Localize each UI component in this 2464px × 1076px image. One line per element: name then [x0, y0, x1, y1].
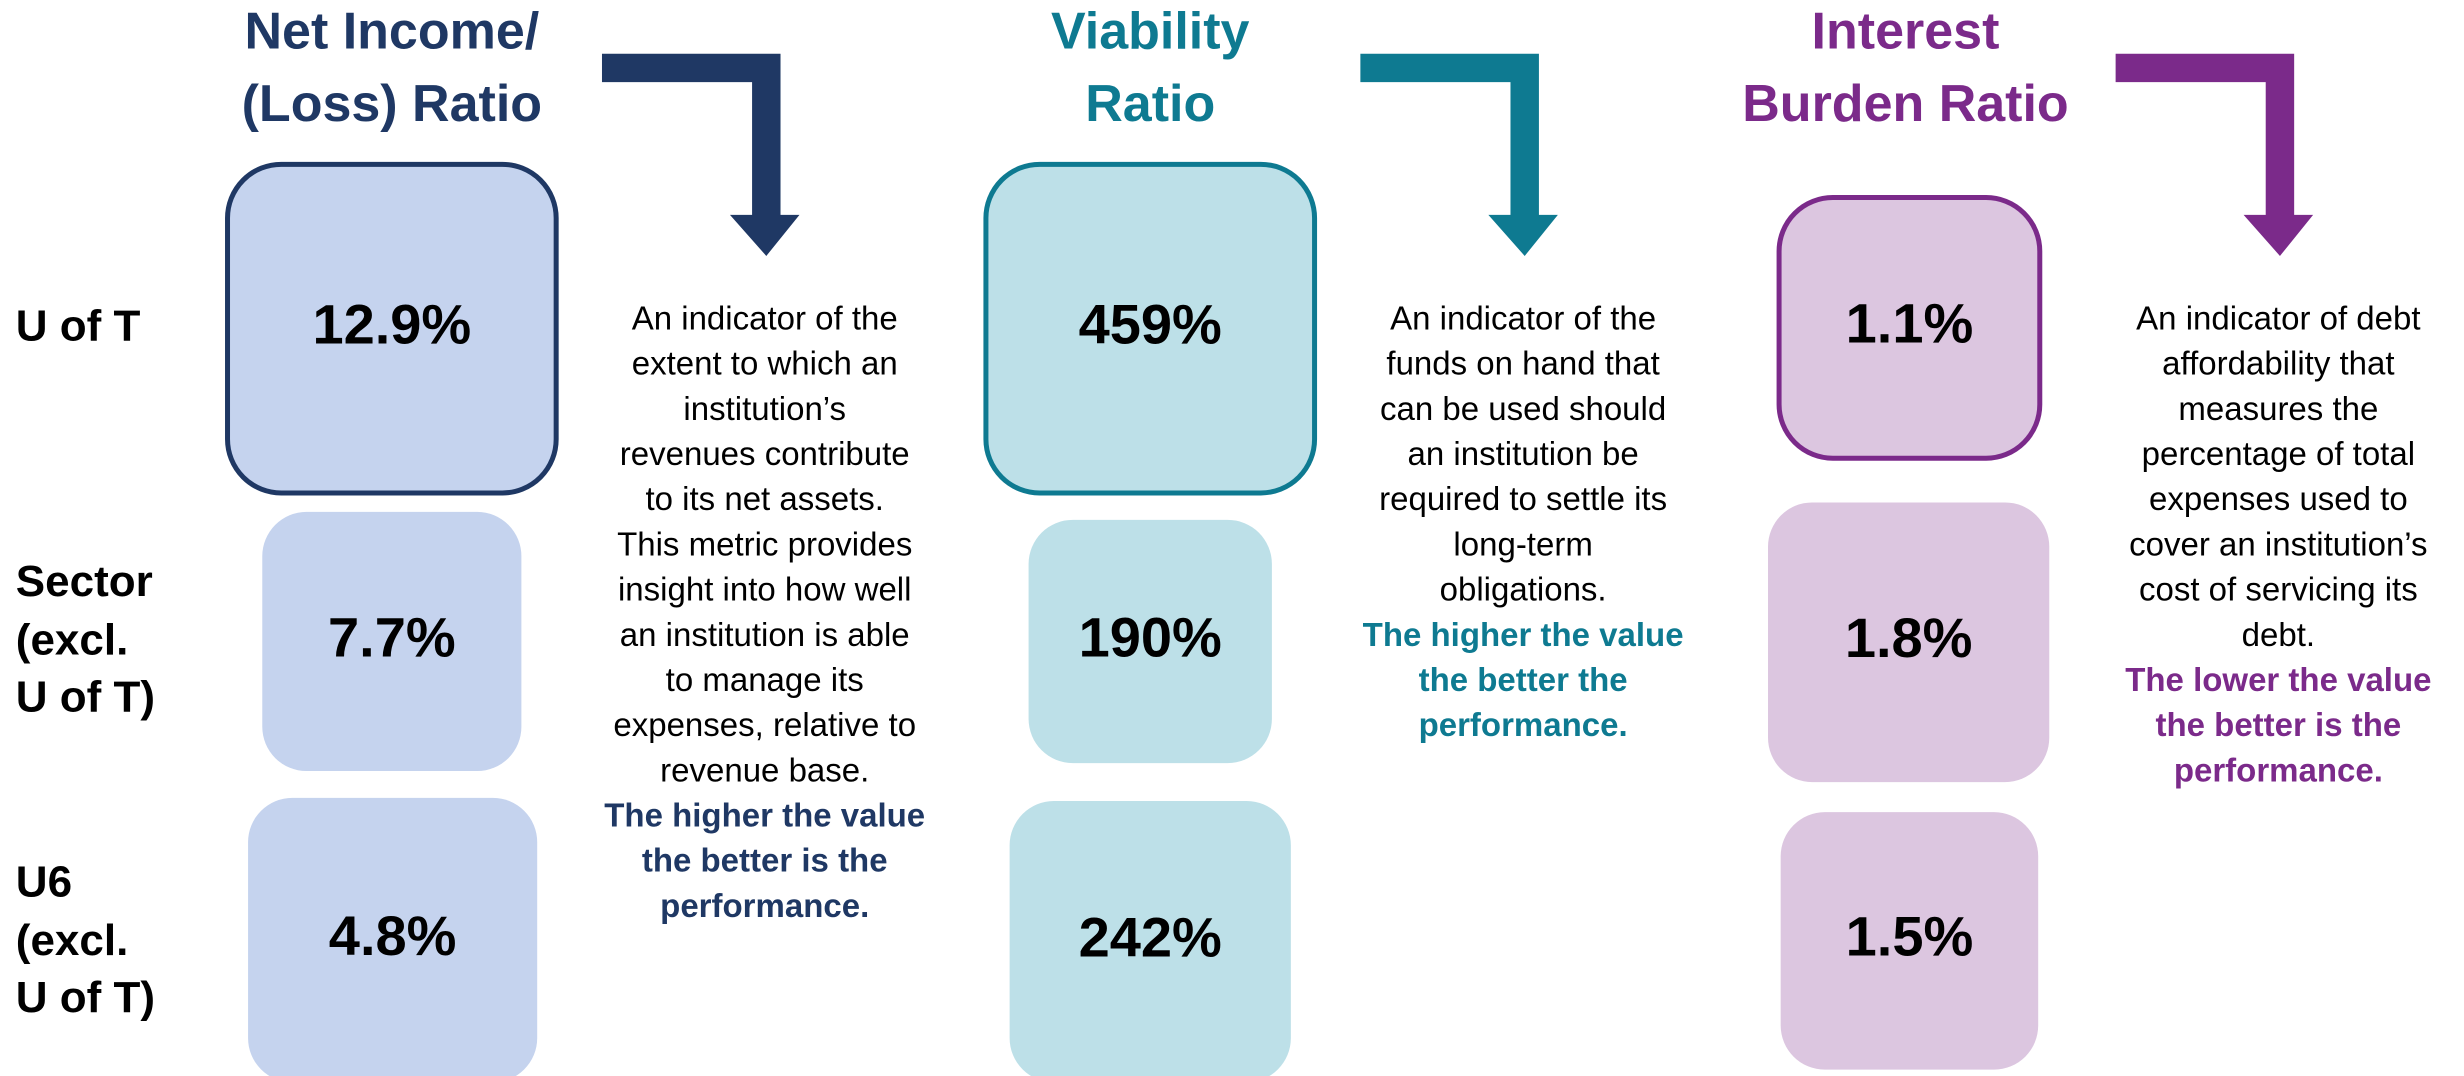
- value-box: [1009, 801, 1291, 1076]
- emphasis: The higher the value: [1363, 616, 1684, 653]
- description: An indicator of the: [1390, 299, 1656, 336]
- value: 12.9%: [312, 292, 471, 355]
- description: cover an institution’s: [2129, 525, 2427, 562]
- emphasis: the better is the: [642, 842, 888, 879]
- value-box: [225, 161, 559, 496]
- row-label: Sector: [16, 557, 153, 606]
- value: 4.8%: [329, 904, 457, 967]
- row-label: (excl.: [16, 616, 129, 665]
- description: percentage of total: [2142, 435, 2415, 472]
- value: 459%: [1079, 292, 1222, 355]
- description: expenses used to: [2149, 480, 2408, 517]
- emphasis: the better is the: [2156, 706, 2402, 743]
- description: revenue base.: [660, 751, 869, 788]
- description: debt.: [2242, 616, 2315, 653]
- description: institution’s: [683, 390, 846, 427]
- value-box: [262, 511, 522, 772]
- description: affordability that: [2162, 345, 2394, 382]
- description: obligations.: [1440, 571, 1607, 608]
- description: can be used should: [1380, 390, 1666, 427]
- arrow: [2115, 53, 2314, 256]
- description: an institution is able: [620, 616, 910, 653]
- value-box: [1776, 195, 2043, 461]
- description: required to settle its: [1379, 480, 1667, 517]
- description: An indicator of debt: [2136, 299, 2420, 336]
- row-label: U of T): [16, 673, 155, 722]
- description: an institution be: [1408, 435, 1639, 472]
- value-box: [248, 797, 538, 1076]
- metric-title: Interest: [1812, 2, 2000, 60]
- arrow: [1360, 53, 1558, 256]
- emphasis: The higher the value: [604, 797, 925, 834]
- value: 1.8%: [1845, 606, 1973, 669]
- emphasis: The lower the value: [2125, 661, 2431, 698]
- description: funds on hand that: [1386, 345, 1659, 382]
- description: to its net assets.: [645, 480, 883, 517]
- row-label: (excl.: [16, 916, 129, 965]
- emphasis: performance.: [2174, 751, 2383, 788]
- value: 1.1%: [1846, 292, 1974, 355]
- value-box: [1768, 502, 2050, 783]
- description: extent to which an: [632, 345, 898, 382]
- value-box: [983, 161, 1318, 496]
- value: 190%: [1079, 605, 1222, 668]
- description: revenues contribute: [620, 435, 910, 472]
- row-label: U6: [16, 857, 72, 906]
- value-box: [1028, 519, 1272, 764]
- metric-title: Burden Ratio: [1742, 75, 2068, 133]
- emphasis: performance.: [660, 887, 869, 924]
- metric-title: Net Income/: [244, 2, 539, 60]
- description: measures the: [2178, 390, 2378, 427]
- metric-title: Viability: [1051, 2, 1250, 60]
- description: expenses, relative to: [613, 706, 916, 743]
- metric-title: (Loss) Ratio: [242, 75, 542, 133]
- arrow: [601, 53, 800, 256]
- metric-title: Ratio: [1085, 75, 1215, 133]
- description: long-term: [1453, 525, 1592, 562]
- row-label: U of T: [16, 301, 141, 350]
- description: An indicator of the: [632, 299, 898, 336]
- value: 7.7%: [328, 605, 456, 668]
- emphasis: the better the: [1419, 661, 1628, 698]
- description: cost of servicing its: [2139, 571, 2418, 608]
- value: 242%: [1079, 905, 1222, 968]
- description: This metric provides: [617, 525, 912, 562]
- emphasis: performance.: [1419, 706, 1628, 743]
- value-box: [1780, 812, 2039, 1070]
- description: insight into how well: [618, 571, 912, 608]
- value: 1.5%: [1846, 905, 1974, 968]
- row-label: U of T): [16, 973, 155, 1022]
- description: to manage its: [666, 661, 864, 698]
